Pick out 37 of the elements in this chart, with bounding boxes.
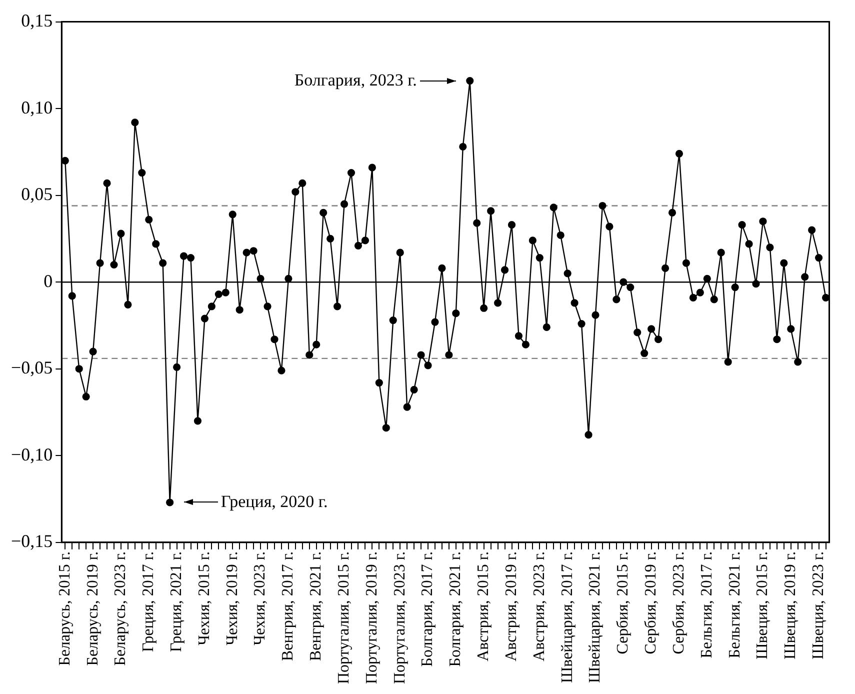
x-tick-label: Швеция, 2019 г. — [782, 551, 800, 660]
x-tick-label: Швеция, 2023 г. — [810, 551, 827, 660]
x-tick-label: Венгрия, 2017 г. — [280, 551, 297, 661]
x-tick-label: Болгария, 2021 г. — [447, 551, 464, 667]
x-tick-label: Португалия, 2019 г. — [363, 551, 380, 684]
y-tick-label: −0,15 — [10, 531, 53, 552]
annotation: Болгария, 2023 г. — [294, 70, 417, 90]
x-tick-label: Сербия, 2015 г. — [614, 551, 632, 654]
x-tick-label: Португалия, 2015 г. — [335, 551, 352, 684]
x-tick-label: Бельгия, 2021 г. — [726, 551, 744, 658]
y-tick-label: 0 — [44, 270, 53, 291]
x-tick-label: Беларусь, 2019 г. — [84, 551, 102, 666]
x-tick-label: Швейцария, 2017 г. — [558, 551, 576, 684]
x-tick-label: Бельгия, 2017 г. — [698, 551, 716, 658]
x-tick-label: Чехия, 2015 г. — [196, 551, 213, 646]
x-tick-label: Греция, 2021 г. — [168, 551, 185, 652]
x-tick-label: Швеция, 2015 г. — [754, 551, 772, 660]
x-tick-label: Португалия, 2023 г. — [391, 551, 408, 684]
y-tick-label: −0,10 — [10, 444, 53, 464]
x-tick-label: Чехия, 2019 г. — [224, 551, 241, 646]
x-tick-label: Австрия, 2019 г. — [502, 551, 520, 662]
x-tick-label: Швейцария, 2021 г. — [586, 551, 604, 684]
x-tick-label: Венгрия, 2021 г. — [308, 551, 325, 661]
y-tick-label: −0,05 — [10, 358, 53, 378]
x-tick-label: Греция, 2017 г. — [140, 551, 158, 652]
x-tick-label: Беларусь, 2023 г. — [112, 551, 130, 666]
x-tick-label: Австрия, 2015 г. — [475, 551, 492, 662]
y-tick-label: 0,05 — [21, 184, 53, 204]
x-tick-label: Болгария, 2017 г. — [419, 551, 436, 667]
x-tick-label: Австрия, 2023 г. — [530, 551, 548, 662]
annotation: Греция, 2020 г. — [220, 492, 328, 511]
x-tick-label: Чехия, 2023 г. — [252, 551, 269, 646]
y-tick-label: 0,10 — [21, 97, 53, 118]
x-tick-label: Беларусь, 2015 г. — [56, 551, 74, 666]
y-tick-label: 0,15 — [21, 10, 53, 31]
x-tick-label: Сербия, 2019 г. — [642, 551, 660, 654]
x-tick-label: Сербия, 2023 г. — [670, 551, 688, 654]
